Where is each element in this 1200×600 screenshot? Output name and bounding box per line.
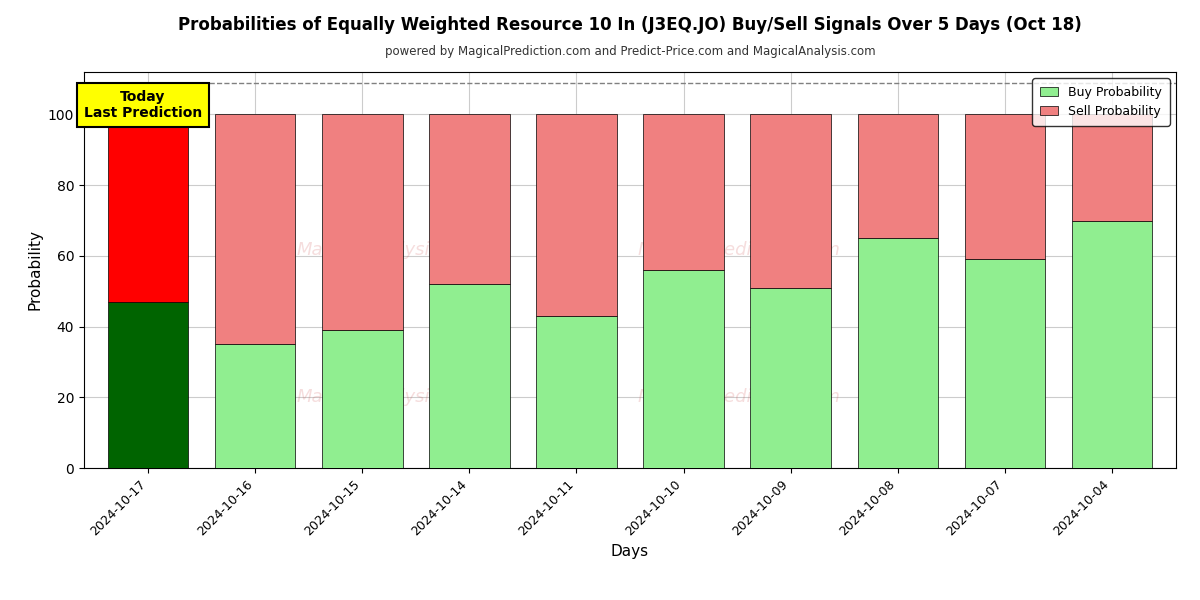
Title: Probabilities of Equally Weighted Resource 10 In (J3EQ.JO) Buy/Sell Signals Over: Probabilities of Equally Weighted Resour…: [178, 16, 1082, 34]
Bar: [108, 115, 188, 302]
Text: MagicalAnalysis.com: MagicalAnalysis.com: [296, 388, 484, 406]
Bar: [323, 115, 402, 330]
Bar: [750, 287, 830, 468]
Bar: [1072, 220, 1152, 468]
Bar: [323, 330, 402, 468]
Bar: [536, 316, 617, 468]
Bar: [643, 270, 724, 468]
Text: MagicalPrediction.com: MagicalPrediction.com: [637, 241, 841, 259]
Bar: [215, 344, 295, 468]
Bar: [965, 259, 1045, 468]
Bar: [536, 115, 617, 316]
Legend: Buy Probability, Sell Probability: Buy Probability, Sell Probability: [1032, 78, 1170, 125]
Bar: [1072, 115, 1152, 220]
Bar: [965, 115, 1045, 259]
Y-axis label: Probability: Probability: [28, 229, 42, 311]
Bar: [750, 115, 830, 287]
Bar: [858, 115, 937, 238]
Bar: [108, 302, 188, 468]
X-axis label: Days: Days: [611, 544, 649, 559]
Bar: [858, 238, 937, 468]
Bar: [430, 115, 510, 284]
Bar: [215, 115, 295, 344]
Text: MagicalAnalysis.com: MagicalAnalysis.com: [296, 241, 484, 259]
Text: MagicalPrediction.com: MagicalPrediction.com: [637, 388, 841, 406]
Bar: [643, 115, 724, 270]
Text: powered by MagicalPrediction.com and Predict-Price.com and MagicalAnalysis.com: powered by MagicalPrediction.com and Pre…: [385, 44, 875, 58]
Text: Today
Last Prediction: Today Last Prediction: [84, 89, 202, 120]
Bar: [430, 284, 510, 468]
